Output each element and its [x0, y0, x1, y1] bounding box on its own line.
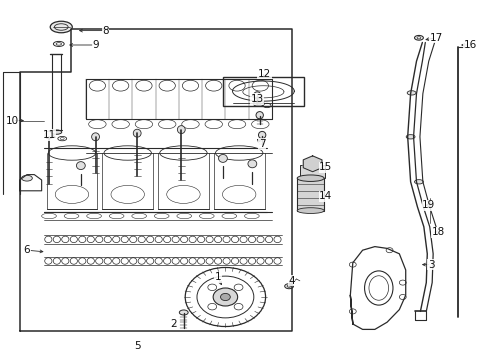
Bar	[300, 165, 325, 178]
Text: 7: 7	[259, 139, 266, 149]
Text: 10: 10	[6, 116, 19, 126]
Ellipse shape	[254, 92, 261, 99]
Text: 6: 6	[24, 245, 30, 255]
Text: 2: 2	[171, 319, 177, 329]
Ellipse shape	[407, 91, 416, 95]
Ellipse shape	[285, 284, 294, 289]
Circle shape	[213, 288, 238, 306]
Ellipse shape	[219, 154, 227, 162]
Ellipse shape	[22, 175, 32, 181]
Ellipse shape	[259, 131, 266, 139]
Bar	[297, 178, 324, 211]
Ellipse shape	[248, 160, 257, 168]
Text: 12: 12	[258, 69, 271, 79]
Ellipse shape	[51, 130, 62, 134]
Polygon shape	[303, 156, 322, 172]
Ellipse shape	[406, 135, 415, 139]
Ellipse shape	[92, 133, 99, 141]
Circle shape	[220, 293, 230, 301]
Text: 9: 9	[92, 40, 99, 50]
Text: 14: 14	[319, 191, 333, 201]
Ellipse shape	[177, 126, 185, 134]
Text: 3: 3	[428, 260, 435, 270]
Ellipse shape	[50, 21, 73, 33]
Text: 1: 1	[215, 272, 221, 282]
Text: 4: 4	[288, 276, 295, 286]
Text: 8: 8	[102, 26, 109, 36]
Ellipse shape	[133, 129, 141, 137]
Text: 5: 5	[134, 341, 141, 351]
Text: 16: 16	[464, 40, 477, 50]
Ellipse shape	[297, 208, 324, 213]
Ellipse shape	[45, 131, 53, 139]
Ellipse shape	[179, 310, 188, 315]
Ellipse shape	[297, 175, 324, 181]
Bar	[223, 77, 304, 106]
Text: 11: 11	[42, 130, 56, 140]
Text: 17: 17	[429, 33, 443, 43]
Ellipse shape	[76, 162, 85, 170]
Text: 15: 15	[319, 162, 333, 172]
Text: 19: 19	[422, 200, 436, 210]
Ellipse shape	[256, 112, 264, 119]
Text: 13: 13	[250, 94, 264, 104]
Text: 18: 18	[432, 227, 445, 237]
Ellipse shape	[415, 180, 423, 184]
